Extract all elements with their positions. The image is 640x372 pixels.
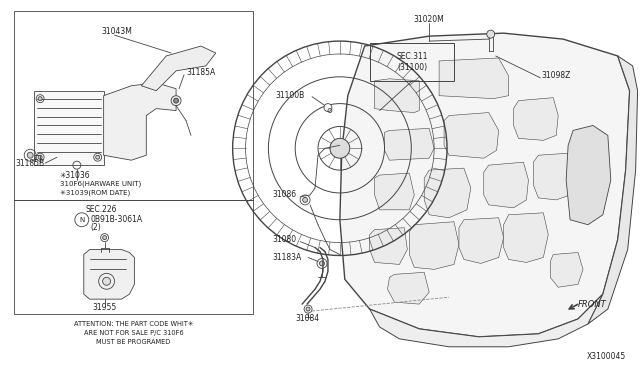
- Polygon shape: [504, 213, 548, 262]
- Polygon shape: [104, 83, 176, 160]
- Text: 31183A: 31183A: [273, 253, 301, 262]
- Text: (2): (2): [91, 223, 102, 232]
- Circle shape: [324, 104, 332, 112]
- Polygon shape: [385, 128, 434, 160]
- Text: 31185B: 31185B: [15, 159, 44, 168]
- Bar: [14, 11, 253, 200]
- Text: 0B91B-3061A: 0B91B-3061A: [91, 215, 143, 224]
- Bar: [34, 91, 104, 165]
- Text: 31098Z: 31098Z: [541, 71, 571, 80]
- Polygon shape: [410, 222, 459, 269]
- Polygon shape: [84, 250, 134, 299]
- Circle shape: [319, 261, 324, 266]
- Text: SEC.311: SEC.311: [397, 52, 428, 61]
- Polygon shape: [141, 46, 216, 91]
- Circle shape: [306, 307, 310, 311]
- Text: MUST BE PROGRAMED: MUST BE PROGRAMED: [96, 339, 170, 345]
- Polygon shape: [374, 79, 419, 113]
- Circle shape: [38, 155, 42, 159]
- Circle shape: [330, 138, 350, 158]
- Circle shape: [303, 198, 308, 202]
- Circle shape: [96, 155, 100, 159]
- Polygon shape: [439, 58, 509, 99]
- Bar: [370, 43, 454, 81]
- Text: (31100): (31100): [397, 63, 428, 73]
- Text: N: N: [79, 217, 84, 223]
- Circle shape: [102, 277, 111, 285]
- Text: SEC.226: SEC.226: [86, 205, 117, 214]
- Circle shape: [38, 97, 42, 101]
- Text: 31084: 31084: [295, 314, 319, 324]
- Polygon shape: [459, 218, 504, 263]
- Polygon shape: [387, 272, 429, 304]
- Text: 31100B: 31100B: [275, 91, 305, 100]
- Bar: [14, 200, 253, 314]
- Polygon shape: [484, 162, 529, 208]
- Text: X3100045: X3100045: [586, 352, 626, 361]
- Polygon shape: [444, 113, 499, 158]
- Text: 31955: 31955: [93, 302, 116, 312]
- Text: ✳31039(ROM DATE): ✳31039(ROM DATE): [60, 190, 130, 196]
- Polygon shape: [374, 173, 414, 210]
- Circle shape: [102, 235, 107, 240]
- Polygon shape: [370, 294, 603, 347]
- Text: ARE NOT FOR SALE P/C 310F6: ARE NOT FOR SALE P/C 310F6: [84, 330, 183, 336]
- Text: 31043M: 31043M: [102, 27, 132, 36]
- Polygon shape: [513, 98, 558, 140]
- Circle shape: [28, 152, 33, 158]
- Polygon shape: [588, 56, 637, 324]
- Polygon shape: [566, 125, 611, 225]
- Text: 31080: 31080: [273, 235, 296, 244]
- Text: 31185A: 31185A: [186, 68, 215, 77]
- Text: 31086: 31086: [273, 190, 296, 199]
- Text: 31020M: 31020M: [414, 15, 445, 24]
- Text: ✳31036: ✳31036: [60, 171, 91, 180]
- Polygon shape: [550, 253, 583, 287]
- Polygon shape: [370, 228, 407, 264]
- Polygon shape: [340, 33, 630, 337]
- Text: 310F6(HARWARE UNIT): 310F6(HARWARE UNIT): [60, 181, 141, 187]
- Polygon shape: [533, 153, 573, 200]
- Text: ATTENTION: THE PART CODE WHIT✳: ATTENTION: THE PART CODE WHIT✳: [74, 321, 193, 327]
- Circle shape: [173, 98, 179, 103]
- Text: FRONT: FRONT: [578, 299, 607, 309]
- Circle shape: [487, 30, 495, 38]
- Polygon shape: [424, 168, 471, 218]
- Circle shape: [171, 96, 181, 106]
